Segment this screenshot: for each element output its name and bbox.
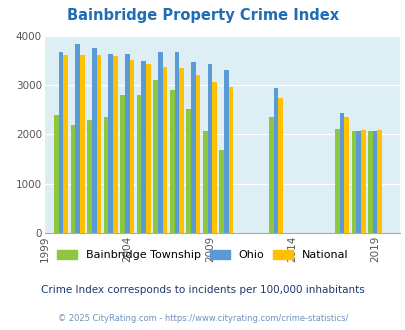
Text: Bainbridge Property Crime Index: Bainbridge Property Crime Index [67, 8, 338, 23]
Bar [372, 131, 377, 233]
Bar [80, 55, 84, 233]
Bar [179, 68, 183, 233]
Bar [92, 48, 96, 233]
Bar [367, 131, 372, 233]
Legend: Bainbridge Township, Ohio, National: Bainbridge Township, Ohio, National [57, 250, 348, 260]
Bar [351, 131, 356, 233]
Bar [174, 52, 179, 233]
Bar [120, 95, 125, 233]
Bar [141, 61, 146, 233]
Bar [108, 54, 113, 233]
Text: Crime Index corresponds to incidents per 100,000 inhabitants: Crime Index corresponds to incidents per… [41, 285, 364, 295]
Bar [224, 70, 228, 233]
Bar [54, 115, 59, 233]
Bar [269, 117, 273, 233]
Bar [343, 117, 348, 233]
Bar [277, 98, 282, 233]
Bar [334, 129, 339, 233]
Bar [273, 88, 277, 233]
Text: © 2025 CityRating.com - https://www.cityrating.com/crime-statistics/: © 2025 CityRating.com - https://www.city… [58, 314, 347, 323]
Bar [212, 82, 216, 233]
Bar [104, 117, 108, 233]
Bar [129, 60, 134, 233]
Bar [162, 67, 167, 233]
Bar [207, 64, 212, 233]
Bar [186, 109, 191, 233]
Bar [75, 44, 80, 233]
Bar [339, 113, 343, 233]
Bar [113, 56, 117, 233]
Bar [228, 87, 233, 233]
Bar [136, 95, 141, 233]
Bar [202, 131, 207, 233]
Bar [356, 131, 360, 233]
Bar [59, 52, 63, 233]
Bar [158, 52, 162, 233]
Bar [195, 75, 200, 233]
Bar [191, 62, 195, 233]
Bar [96, 55, 101, 233]
Bar [70, 125, 75, 233]
Bar [219, 150, 224, 233]
Bar [360, 130, 364, 233]
Bar [63, 55, 68, 233]
Bar [169, 90, 174, 233]
Bar [146, 64, 150, 233]
Bar [153, 81, 158, 233]
Bar [87, 120, 92, 233]
Bar [377, 130, 381, 233]
Bar [125, 54, 129, 233]
